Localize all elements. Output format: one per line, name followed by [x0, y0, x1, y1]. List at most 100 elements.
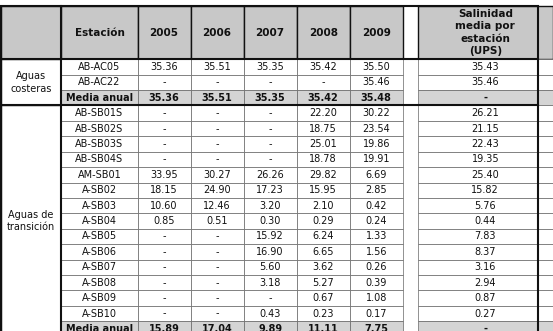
Text: -: -	[215, 231, 219, 242]
Text: 19.86: 19.86	[362, 139, 390, 149]
Bar	[349, 290, 403, 306]
Bar	[296, 229, 349, 244]
Bar	[138, 6, 191, 59]
Text: 2007: 2007	[255, 27, 285, 38]
Text: 19.35: 19.35	[472, 155, 499, 165]
Bar	[296, 244, 349, 260]
Text: 2009: 2009	[362, 27, 390, 38]
Text: 22.43: 22.43	[472, 139, 499, 149]
Text: -: -	[215, 155, 219, 165]
Bar	[296, 121, 349, 136]
Bar	[138, 136, 191, 152]
Bar	[191, 198, 244, 213]
Bar	[296, 59, 349, 75]
Text: -: -	[268, 77, 272, 87]
Bar	[61, 260, 138, 275]
Bar	[191, 321, 244, 331]
Bar	[191, 229, 244, 244]
Bar	[418, 290, 553, 306]
Text: -: -	[163, 155, 166, 165]
Text: 33.95: 33.95	[150, 170, 178, 180]
Text: A-SB10: A-SB10	[82, 308, 117, 318]
Bar	[138, 121, 191, 136]
Bar	[418, 6, 553, 59]
Text: AB-SB01S: AB-SB01S	[75, 108, 123, 118]
Text: Estación: Estación	[75, 27, 124, 38]
Text: 18.15: 18.15	[150, 185, 178, 195]
Text: 18.75: 18.75	[309, 123, 337, 134]
Text: 35.46: 35.46	[472, 77, 499, 87]
Text: 30.22: 30.22	[362, 108, 390, 118]
Text: A-SB02: A-SB02	[82, 185, 117, 195]
Bar	[191, 59, 244, 75]
Bar	[244, 213, 296, 229]
Text: 0.87: 0.87	[474, 293, 496, 303]
Bar	[244, 152, 296, 167]
Bar	[349, 244, 403, 260]
Bar	[296, 75, 349, 90]
Text: 11.11: 11.11	[308, 324, 338, 331]
Bar	[61, 152, 138, 167]
Bar	[244, 275, 296, 290]
Text: 25.40: 25.40	[472, 170, 499, 180]
Text: 1.33: 1.33	[366, 231, 387, 242]
Bar	[296, 321, 349, 331]
Bar	[244, 260, 296, 275]
Bar	[138, 260, 191, 275]
Text: AB-SB02S: AB-SB02S	[75, 123, 123, 134]
Text: 15.82: 15.82	[472, 185, 499, 195]
Text: 6.69: 6.69	[366, 170, 387, 180]
Text: 35.35: 35.35	[255, 93, 285, 103]
Bar	[349, 136, 403, 152]
Text: -: -	[163, 77, 166, 87]
Bar	[61, 229, 138, 244]
Bar	[296, 152, 349, 167]
Bar	[61, 75, 138, 90]
Bar	[61, 306, 138, 321]
Bar	[61, 121, 138, 136]
Bar	[61, 198, 138, 213]
Text: 35.43: 35.43	[472, 62, 499, 72]
Bar	[191, 6, 244, 59]
Bar	[61, 90, 138, 106]
Bar	[138, 306, 191, 321]
Text: 21.15: 21.15	[472, 123, 499, 134]
Bar	[244, 90, 296, 106]
Bar	[1, 59, 61, 106]
Bar	[349, 6, 403, 59]
Text: -: -	[268, 293, 272, 303]
Bar	[191, 306, 244, 321]
Bar	[296, 136, 349, 152]
Bar	[191, 260, 244, 275]
Bar	[349, 182, 403, 198]
Text: 23.54: 23.54	[362, 123, 390, 134]
Text: 29.82: 29.82	[309, 170, 337, 180]
Text: 8.37: 8.37	[474, 247, 496, 257]
Bar	[191, 152, 244, 167]
Bar	[244, 106, 296, 121]
Text: 3.62: 3.62	[312, 262, 334, 272]
Bar	[349, 59, 403, 75]
Text: -: -	[215, 247, 219, 257]
Text: -: -	[163, 278, 166, 288]
Text: 17.04: 17.04	[202, 324, 232, 331]
Bar	[418, 106, 553, 121]
Bar	[418, 260, 553, 275]
Text: 2008: 2008	[309, 27, 338, 38]
Text: 0.85: 0.85	[153, 216, 175, 226]
Bar	[61, 213, 138, 229]
Bar	[296, 90, 349, 106]
Bar	[138, 244, 191, 260]
Bar	[418, 306, 553, 321]
Text: 0.67: 0.67	[312, 293, 334, 303]
Text: A-SB04: A-SB04	[82, 216, 117, 226]
Text: 7.83: 7.83	[474, 231, 496, 242]
Bar	[244, 59, 296, 75]
Text: 15.92: 15.92	[256, 231, 284, 242]
Text: 26.26: 26.26	[256, 170, 284, 180]
Text: A-SB05: A-SB05	[82, 231, 117, 242]
Bar	[296, 6, 349, 59]
Bar	[191, 167, 244, 182]
Text: AB-AC05: AB-AC05	[79, 62, 121, 72]
Bar	[349, 198, 403, 213]
